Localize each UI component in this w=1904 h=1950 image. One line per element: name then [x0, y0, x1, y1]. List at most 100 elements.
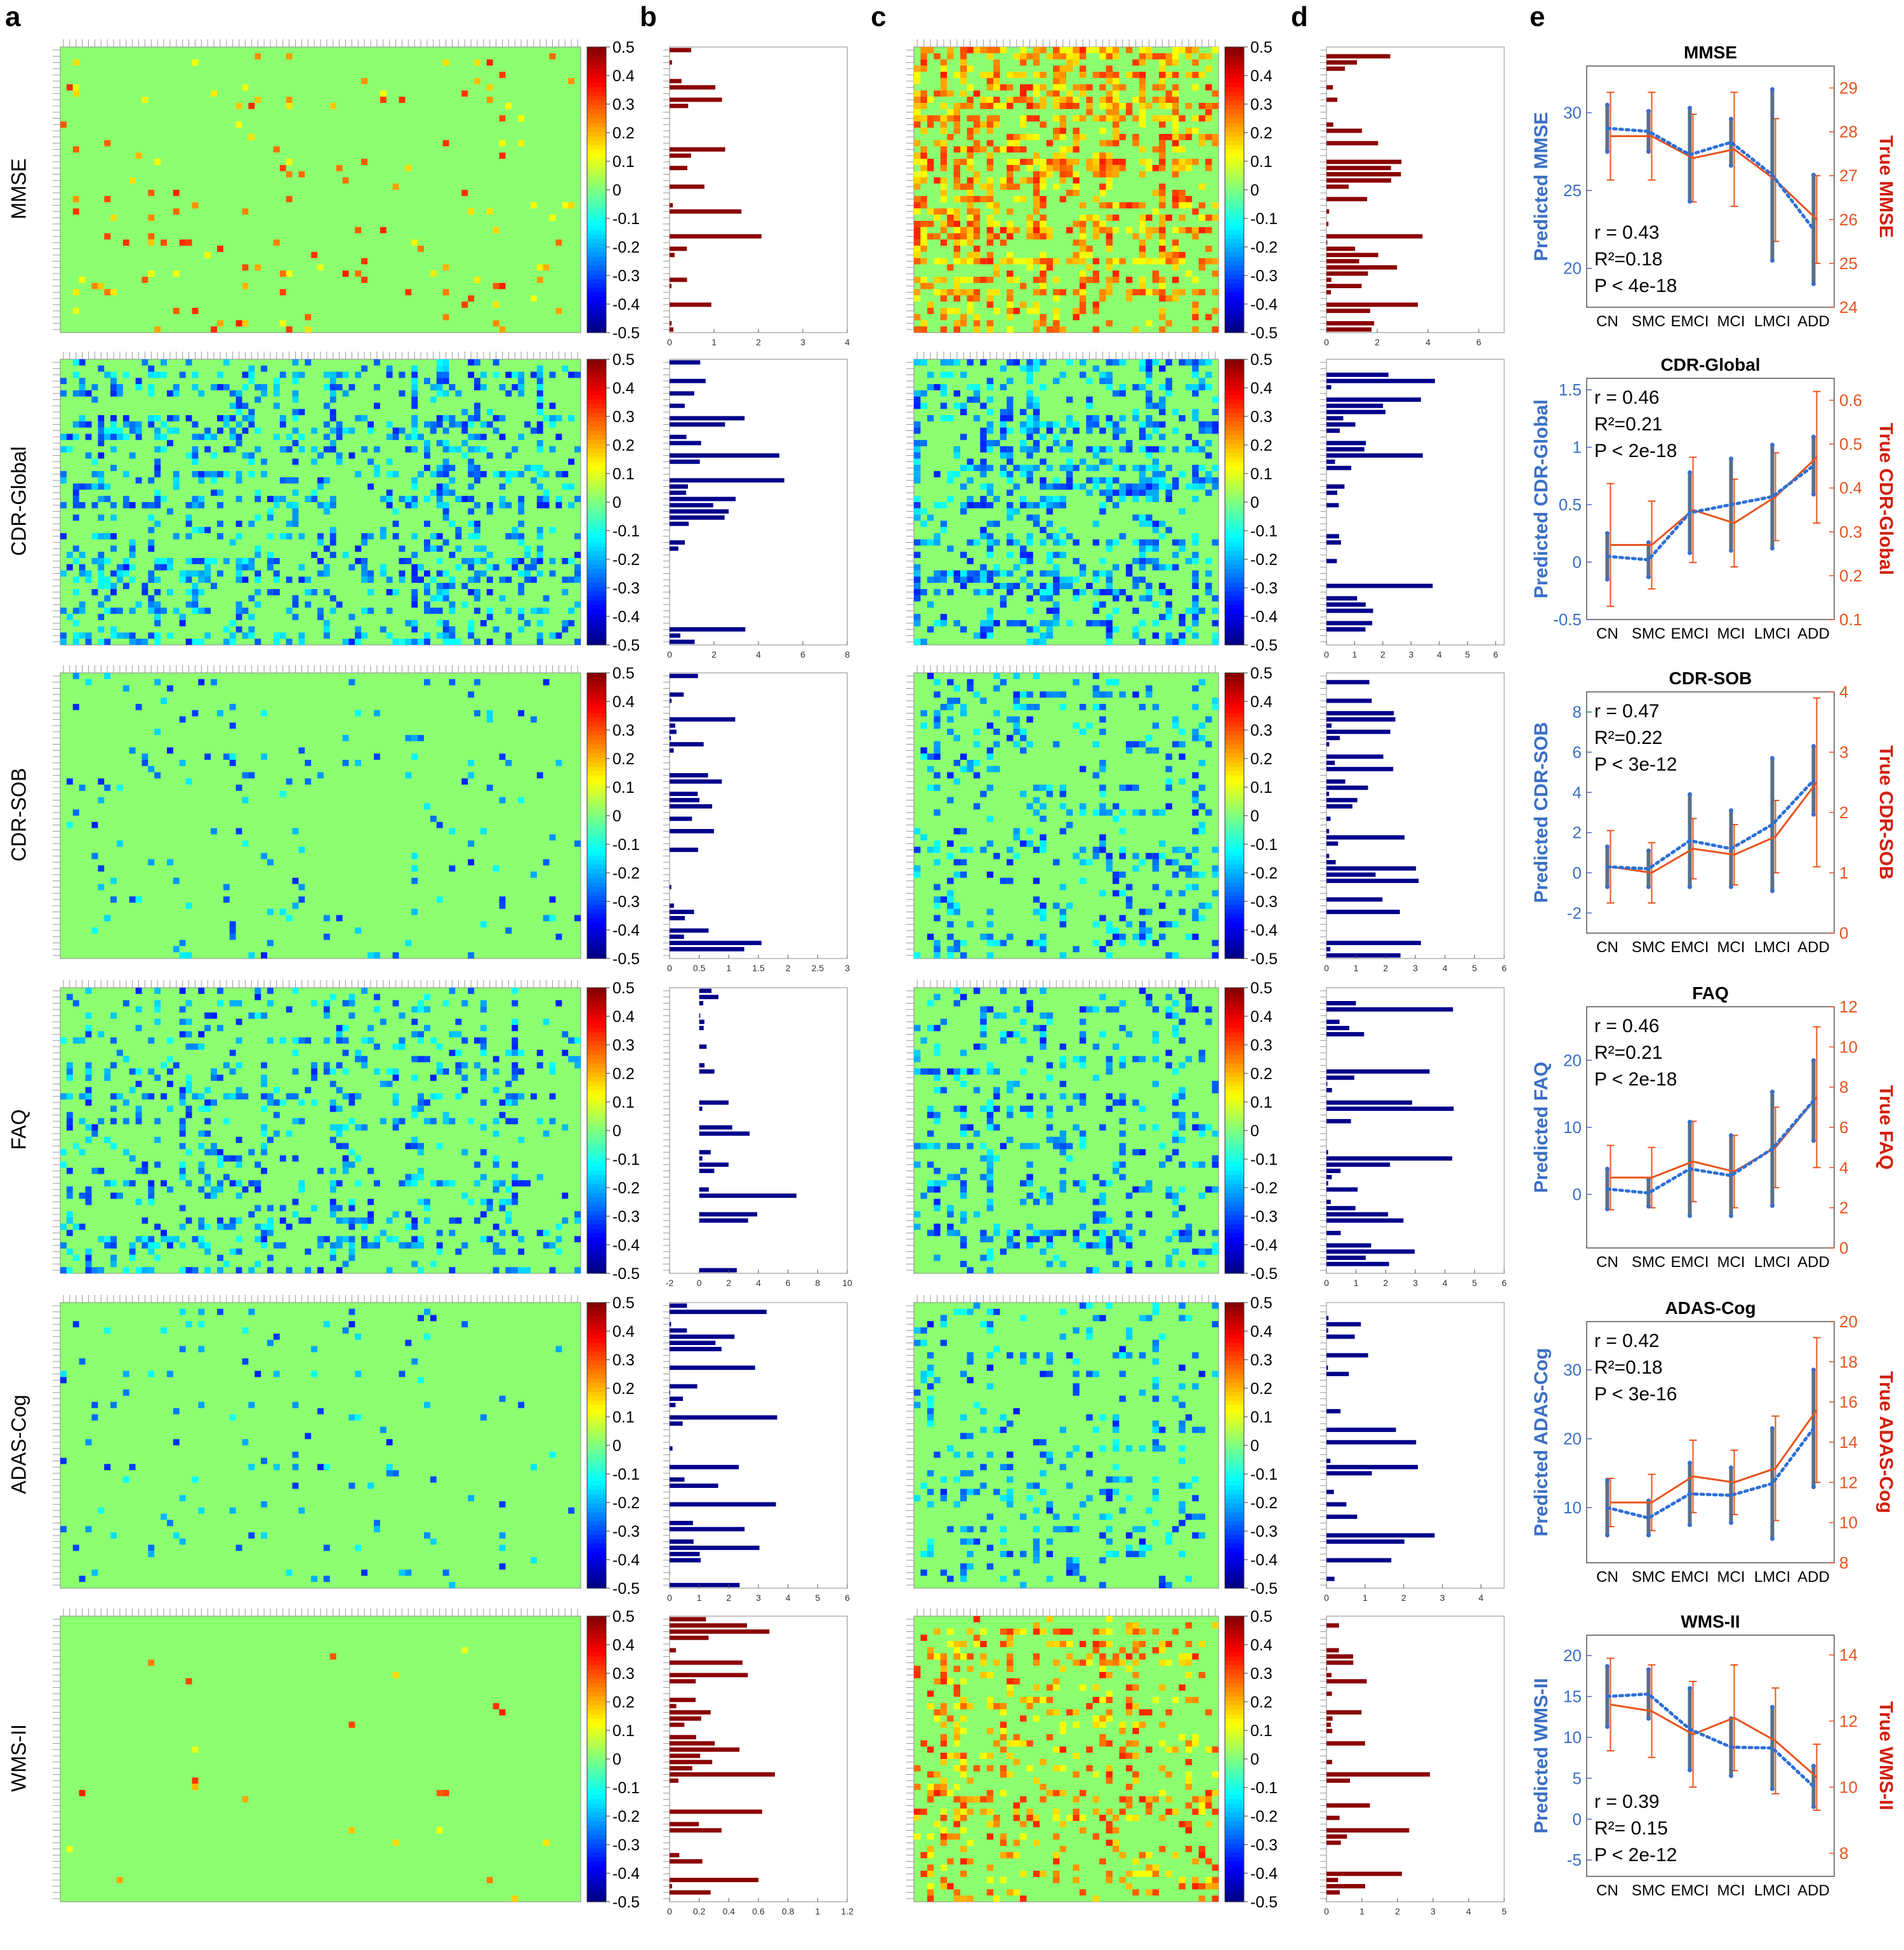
- panel-c-heatmap-0-cell: [986, 320, 994, 327]
- panel-c-heatmap-0-cell: [927, 233, 934, 240]
- panel-c-heatmap-0-cell: [1106, 183, 1113, 190]
- panel-c-heatmap-2-cell: [1119, 691, 1126, 698]
- panel-a-heatmap-1-cell: [204, 576, 211, 583]
- panel-a-heatmap-1-cell: [555, 434, 562, 441]
- panel-c-heatmap-0-cell: [1033, 103, 1040, 109]
- panel-c-row-0: 0.50.40.30.20.10-0.1-0.2-0.3-0.4-0.5: [906, 39, 1278, 342]
- panel-a-heatmap-1-cell: [323, 502, 330, 508]
- panel-c-heatmap-1-cell: [1053, 570, 1060, 577]
- panel-c-heatmap-2-cell: [934, 772, 941, 779]
- panel-a-heatmap-1-cell: [436, 558, 443, 564]
- panel-a-heatmap-2-cell: [461, 778, 468, 785]
- panel-c-heatmap-0-cell: [920, 47, 927, 53]
- panel-c-heatmap-1-cell: [1033, 514, 1040, 521]
- panel-a-heatmap-1-cell: [536, 607, 543, 614]
- panel-c-heatmap-1-cell: [1212, 465, 1219, 472]
- panel-c-colorbar-2-swatch: [1225, 700, 1244, 705]
- panel-c-heatmap-1-cell: [1099, 558, 1106, 564]
- panel-a-heatmap-1-cell: [248, 595, 255, 602]
- panel-c-heatmap-1-cell: [1179, 359, 1186, 366]
- panel-e-chart-1-ylabel2: True CDR-Global: [1875, 423, 1896, 575]
- panel-c-heatmap-2-cell: [1125, 921, 1133, 928]
- panel-c-colorbar-1-swatch: [1225, 569, 1244, 574]
- panel-c-heatmap-0-cell: [967, 239, 974, 246]
- panel-a-heatmap-1-cell: [292, 502, 299, 508]
- panel-a-heatmap-2-cell: [116, 785, 123, 791]
- panel-a-heatmap-1-cell: [430, 489, 437, 496]
- panel-a-heatmap-0-cell: [405, 164, 412, 171]
- panel-c-heatmap-0-cell: [947, 109, 954, 116]
- panel-a-heatmap-1-cell: [173, 477, 180, 484]
- panel-c-heatmap-1-cell: [1146, 545, 1153, 552]
- panel-c-heatmap-1-cell: [1192, 496, 1199, 502]
- panel-c-heatmap-1-cell: [1192, 539, 1199, 546]
- panel-a-heatmap-1-cell: [524, 620, 531, 627]
- panel-c-heatmap-1-cell: [986, 545, 994, 552]
- panel-a-heatmap-1-cell: [217, 371, 223, 378]
- panel-a-heatmap-1-cell: [192, 502, 199, 508]
- panel-a-heatmap-1-cell: [436, 502, 443, 508]
- panel-c-heatmap-0-cell: [1165, 251, 1172, 258]
- panel-a-heatmap-1-cell: [555, 632, 562, 639]
- panel-a-heatmap-2-cell: [468, 952, 475, 958]
- panel-c-heatmap-1-cell: [1192, 415, 1199, 421]
- panel-a-colorbar-2-swatch: [587, 713, 606, 718]
- panel-a-heatmap-0-cell: [411, 239, 418, 246]
- panel-c-heatmap-0-cell: [1007, 96, 1014, 103]
- panel-c-heatmap-0-cell: [940, 220, 948, 227]
- panel-c-heatmap-1-cell: [934, 570, 941, 577]
- panel-c-heatmap-2-cell: [1165, 952, 1172, 958]
- panel-a-heatmap-1-cell: [386, 502, 393, 508]
- panel-a-heatmap-1-cell: [442, 427, 449, 434]
- panel-c-heatmap-1-cell: [1000, 471, 1007, 477]
- panel-c-heatmap-1-cell: [1099, 502, 1106, 508]
- panel-c-heatmap-0-cell: [1092, 258, 1100, 265]
- panel-a-heatmap-1-cell: [135, 434, 142, 441]
- panel-c-heatmap-0-cell: [914, 90, 921, 97]
- panel-a-heatmap-0-cell: [148, 190, 155, 196]
- panel-a-heatmap-1-cell: [461, 427, 468, 434]
- panel-b-bars-0-bar: [670, 277, 687, 282]
- panel-c-colorbar-1-swatch: [1225, 582, 1244, 588]
- panel-c-heatmap-2-cell: [1179, 778, 1186, 785]
- panel-c-heatmap-1-cell: [1119, 489, 1126, 496]
- panel-b-bars-2-frame: [669, 672, 848, 959]
- panel-c-heatmap-0-cell: [986, 96, 994, 103]
- panel-a-heatmap-1-cell: [367, 458, 374, 465]
- panel-a-heatmap-1-cell: [279, 496, 286, 502]
- panel-a-heatmap-1-cell: [229, 434, 236, 441]
- panel-a-heatmap-0-cell: [568, 202, 575, 209]
- panel-a-heatmap-0-cell: [286, 270, 293, 277]
- panel-a-heatmap-0-cell: [110, 289, 117, 296]
- panel-a-heatmap-0-cell: [248, 103, 255, 109]
- panel-c-heatmap-0-cell: [940, 77, 948, 84]
- panel-c-heatmap-1-cell: [1106, 371, 1113, 378]
- panel-a-heatmap-1-cell: [468, 446, 475, 453]
- panel-c-heatmap-0-cell: [1159, 282, 1166, 289]
- panel-a-colorbar-2-swatch: [587, 905, 606, 910]
- panel-a-heatmap-2-cell: [305, 778, 312, 785]
- panel-c-heatmap-0-cell: [1113, 171, 1120, 178]
- panel-c-colorbar-1-swatch: [1225, 470, 1244, 476]
- panel-a-heatmap-1-cell: [536, 365, 543, 372]
- panel-a-heatmap-1-cell: [518, 570, 525, 577]
- panel-a-heatmap-2-cell: [355, 927, 362, 934]
- panel-c-heatmap-1-cell: [1020, 471, 1027, 477]
- panel-a-heatmap-0-cell: [98, 282, 105, 289]
- panel-a-heatmap-1-cell: [116, 384, 123, 390]
- panel-c-heatmap-0-cell: [1132, 59, 1139, 66]
- panel-c-heatmap-0-cell: [953, 277, 960, 283]
- panel-c-heatmap-0-cell: [1073, 183, 1080, 190]
- panel-c-heatmap-0-cell: [940, 115, 948, 122]
- panel-c-heatmap-1-cell: [1179, 545, 1186, 552]
- panel-a-heatmap-1-cell: [72, 576, 79, 583]
- panel-a-heatmap-1-cell: [374, 384, 380, 390]
- panel-c-colorbar-1-tick-label: 0.4: [1250, 380, 1273, 397]
- panel-e-chart-1-pred-errorcap: [1605, 577, 1610, 582]
- panel-c-heatmap-0-cell: [973, 246, 981, 252]
- panel-a-heatmap-1-cell: [192, 434, 199, 441]
- panel-a-heatmap-1-cell: [461, 601, 468, 608]
- panel-c-heatmap-1-cell: [986, 446, 994, 453]
- panel-c-heatmap-1-cell: [1026, 583, 1033, 589]
- panel-a-heatmap-1-cell: [442, 632, 449, 639]
